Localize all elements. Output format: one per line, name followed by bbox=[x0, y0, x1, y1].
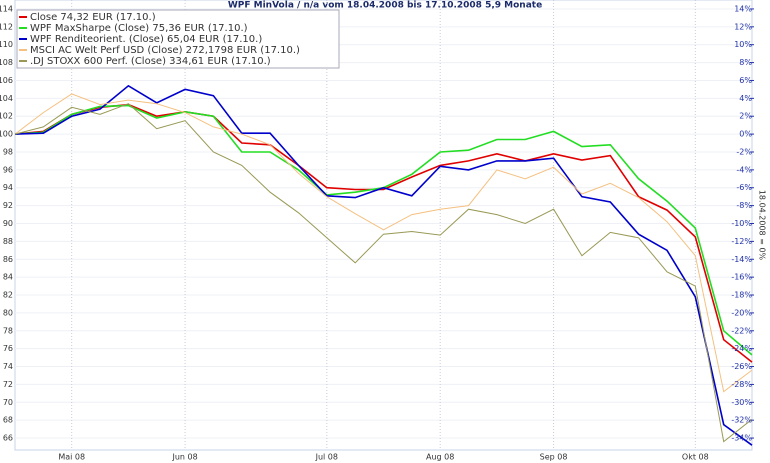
y2-tick-label: -16% bbox=[731, 273, 752, 282]
y-tick-label: 68 bbox=[3, 416, 13, 425]
y-tick-label: 94 bbox=[3, 183, 13, 192]
y2-tick-label: -28% bbox=[731, 380, 752, 389]
series-line bbox=[14, 103, 753, 363]
y-tick-label: 96 bbox=[3, 165, 13, 174]
y2-tick-label: -34% bbox=[731, 434, 752, 443]
y-tick-label: 102 bbox=[0, 112, 13, 121]
y2-tick-label: -8% bbox=[736, 201, 752, 210]
series-line bbox=[14, 93, 753, 393]
x-tick-label: Sep 08 bbox=[540, 453, 568, 462]
plot-area bbox=[14, 0, 753, 451]
y2-tick-label: 6% bbox=[739, 76, 752, 85]
x-tick-label: Mai 08 bbox=[58, 453, 85, 462]
y2-tick-label: -10% bbox=[731, 219, 752, 228]
x-tick-label: Okt 08 bbox=[682, 453, 709, 462]
y2-tick-label: -20% bbox=[731, 308, 752, 317]
y-tick-label: 78 bbox=[3, 326, 13, 335]
grid bbox=[15, 0, 754, 450]
y-tick-label: 88 bbox=[3, 237, 13, 246]
legend-label: Close 74,32 EUR (17.10.) bbox=[30, 12, 156, 23]
legend-label: WPF MaxSharpe (Close) 75,36 EUR (17.10.) bbox=[30, 23, 248, 34]
y-tick-label: 114 bbox=[0, 4, 13, 13]
y2-tick-label: 2% bbox=[739, 112, 752, 121]
y-tick-label: 104 bbox=[0, 94, 13, 103]
y-tick-label: 82 bbox=[3, 291, 13, 300]
y2-tick-label: 12% bbox=[734, 22, 752, 31]
y-tick-label: 84 bbox=[3, 273, 13, 282]
x-tick-label: Jul 08 bbox=[315, 453, 338, 462]
y-tick-label: 74 bbox=[3, 362, 13, 371]
x-tick-label: Jun 08 bbox=[171, 453, 197, 462]
y-tick-label: 66 bbox=[3, 434, 13, 443]
legend-label: .DJ STOXX 600 Perf. (Close) 334,61 EUR (… bbox=[30, 56, 271, 67]
y-tick-label: 100 bbox=[0, 130, 13, 139]
y-tick-label: 98 bbox=[3, 147, 13, 156]
series-line bbox=[14, 84, 753, 446]
y2-tick-label: 8% bbox=[739, 58, 752, 67]
y2-tick-label: -18% bbox=[731, 291, 752, 300]
y2-tick-label: -26% bbox=[731, 362, 752, 371]
y2-tick-label: -22% bbox=[731, 326, 752, 335]
y-tick-label: 90 bbox=[3, 219, 13, 228]
y2-axis-label: 18.04.2008 = 0% bbox=[758, 190, 767, 261]
y-tick-label: 110 bbox=[0, 40, 13, 49]
y2-tick-label: 0% bbox=[739, 130, 752, 139]
y2-tick-label: -14% bbox=[731, 255, 752, 264]
y2-tick-label: -30% bbox=[731, 398, 752, 407]
y2-tick-label: -12% bbox=[731, 237, 752, 246]
lines bbox=[14, 84, 753, 446]
y-tick-label: 106 bbox=[0, 76, 13, 85]
y-tick-label: 108 bbox=[0, 58, 13, 67]
y2-tick-label: -4% bbox=[736, 165, 752, 174]
y2-tick-label: 4% bbox=[739, 94, 752, 103]
chart-title: WPF MinVola / n/a vom 18.04.2008 bis 17.… bbox=[228, 1, 542, 11]
y-tick-label: 80 bbox=[3, 308, 13, 317]
legend-label: MSCI AC Welt Perf USD (Close) 272,1798 E… bbox=[30, 45, 300, 56]
y-tick-label: 86 bbox=[3, 255, 13, 264]
y2-tick-label: -24% bbox=[731, 344, 752, 353]
y-tick-label: 72 bbox=[3, 380, 13, 389]
legend: Close 74,32 EUR (17.10.)WPF MaxSharpe (C… bbox=[16, 9, 340, 69]
legend-label: WPF Renditeorient. (Close) 65,04 EUR (17… bbox=[30, 34, 262, 45]
y2-tick-label: -2% bbox=[736, 147, 752, 156]
y-tick-label: 70 bbox=[3, 398, 13, 407]
y-tick-label: 92 bbox=[3, 201, 13, 210]
series-line bbox=[14, 103, 753, 443]
y2-tick-label: 10% bbox=[734, 40, 752, 49]
y2-tick-label: 14% bbox=[734, 4, 752, 13]
y2-tick-label: -32% bbox=[731, 416, 752, 425]
legend-box bbox=[16, 9, 340, 69]
y-tick-label: 112 bbox=[0, 22, 13, 31]
y2-tick-label: -6% bbox=[736, 183, 752, 192]
x-tick-label: Aug 08 bbox=[426, 453, 454, 462]
y-tick-label: 76 bbox=[3, 344, 13, 353]
